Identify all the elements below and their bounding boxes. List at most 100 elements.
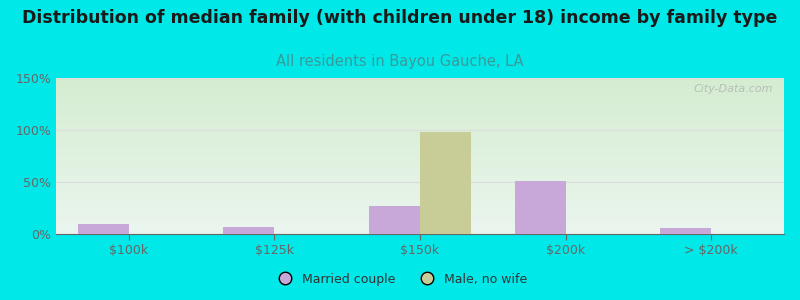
Bar — [56, 86, 784, 87]
Bar — [223, 227, 274, 234]
Bar — [56, 225, 784, 226]
Bar — [56, 205, 784, 206]
Bar — [56, 122, 784, 123]
Bar — [56, 117, 784, 118]
Bar — [56, 186, 784, 187]
Bar — [56, 87, 784, 88]
Bar — [56, 125, 784, 126]
Bar — [56, 175, 784, 176]
Bar — [56, 127, 784, 128]
Bar — [56, 116, 784, 117]
Bar — [56, 104, 784, 105]
Bar — [56, 218, 784, 219]
Bar — [56, 178, 784, 179]
Bar — [56, 111, 784, 112]
Bar — [56, 160, 784, 161]
Bar — [56, 96, 784, 97]
Bar — [56, 220, 784, 221]
Bar — [56, 156, 784, 157]
Bar — [56, 118, 784, 119]
Bar — [56, 181, 784, 182]
Bar — [56, 197, 784, 198]
Bar — [56, 88, 784, 89]
Bar — [56, 83, 784, 84]
Bar — [56, 203, 784, 204]
Bar — [56, 176, 784, 177]
Bar — [56, 215, 784, 216]
Bar — [56, 90, 784, 91]
Bar — [56, 81, 784, 82]
Bar — [56, 161, 784, 162]
Bar — [56, 120, 784, 121]
Text: Distribution of median family (with children under 18) income by family type: Distribution of median family (with chil… — [22, 9, 778, 27]
Bar — [56, 189, 784, 190]
Bar — [56, 107, 784, 108]
Bar — [56, 98, 784, 99]
Bar — [56, 123, 784, 124]
Bar — [56, 217, 784, 218]
Bar — [56, 143, 784, 144]
Bar — [56, 194, 784, 195]
Bar — [56, 108, 784, 109]
Bar — [56, 92, 784, 93]
Bar — [56, 140, 784, 141]
Bar — [56, 103, 784, 104]
Bar — [56, 115, 784, 116]
Bar — [56, 193, 784, 194]
Bar — [56, 170, 784, 171]
Bar — [660, 228, 711, 234]
Bar — [56, 196, 784, 197]
Bar — [56, 174, 784, 175]
Bar — [56, 231, 784, 232]
Bar — [56, 188, 784, 189]
Bar — [56, 167, 784, 168]
Bar — [56, 130, 784, 131]
Bar — [56, 112, 784, 113]
Bar — [56, 187, 784, 188]
Bar — [56, 114, 784, 115]
Bar — [56, 227, 784, 228]
Bar — [56, 144, 784, 145]
Bar — [56, 151, 784, 152]
Bar — [56, 105, 784, 106]
Bar — [420, 132, 471, 234]
Bar — [56, 91, 784, 92]
Bar — [56, 162, 784, 163]
Bar — [56, 133, 784, 134]
Bar — [56, 93, 784, 94]
Bar — [56, 209, 784, 210]
Bar — [56, 80, 784, 81]
Bar — [56, 182, 784, 183]
Bar — [56, 195, 784, 196]
Bar — [56, 233, 784, 234]
Bar — [56, 128, 784, 129]
Text: City-Data.com: City-Data.com — [694, 84, 773, 94]
Bar — [56, 94, 784, 95]
Bar — [56, 191, 784, 192]
Bar — [56, 135, 784, 136]
Bar — [56, 222, 784, 223]
Bar — [56, 121, 784, 122]
Bar — [56, 224, 784, 225]
Bar — [78, 224, 129, 234]
Bar — [56, 106, 784, 107]
Bar — [56, 183, 784, 184]
Bar — [56, 159, 784, 160]
Bar — [56, 136, 784, 137]
Bar — [56, 149, 784, 150]
Bar — [56, 201, 784, 202]
Bar — [56, 200, 784, 201]
Bar — [56, 177, 784, 178]
Bar — [56, 190, 784, 191]
Bar — [56, 168, 784, 169]
Bar — [56, 129, 784, 130]
Bar — [56, 97, 784, 98]
Bar — [56, 230, 784, 231]
Bar — [56, 126, 784, 127]
Bar — [56, 206, 784, 207]
Bar — [56, 78, 784, 79]
Bar — [56, 179, 784, 180]
Bar — [56, 145, 784, 146]
Bar — [56, 82, 784, 83]
Bar — [56, 124, 784, 125]
